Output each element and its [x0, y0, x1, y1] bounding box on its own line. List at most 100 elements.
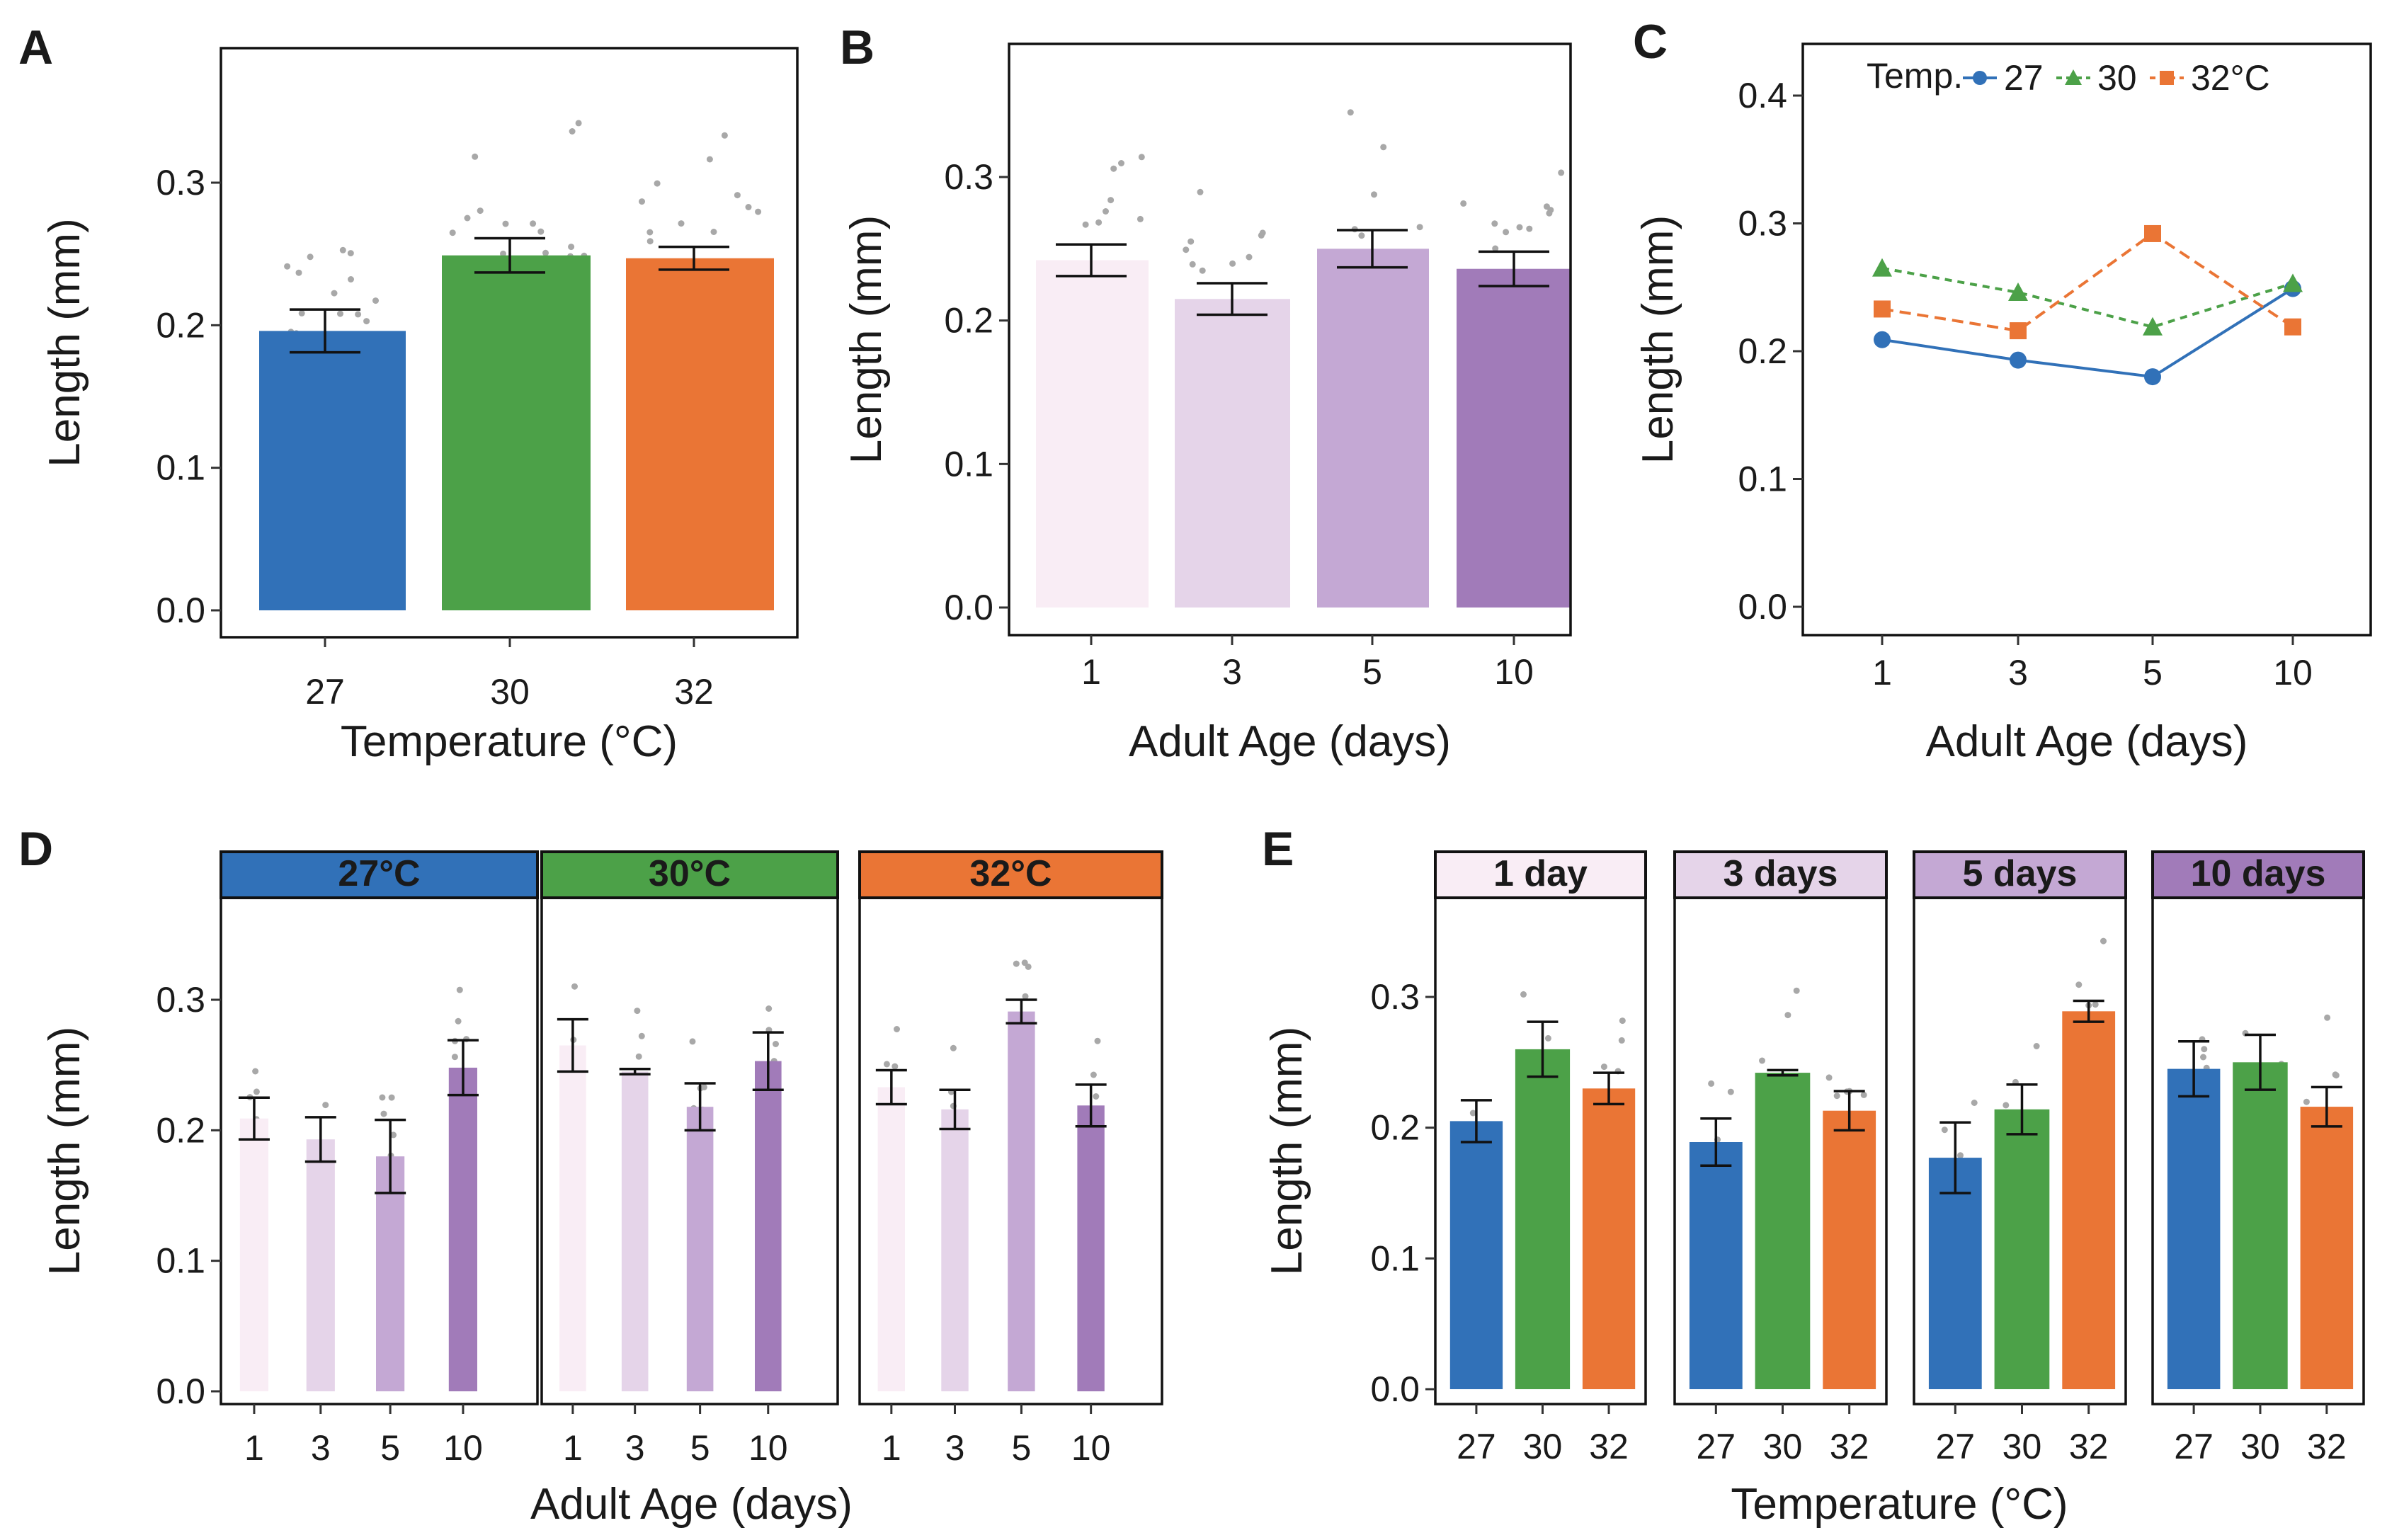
panel-a-errorbar-27	[290, 308, 360, 354]
panel-b-point	[1229, 260, 1236, 267]
panel-d-facet-1-bar-1	[559, 1045, 586, 1391]
panel-e-facet-2-point	[2100, 937, 2107, 945]
panel-b-point	[1492, 245, 1499, 252]
panel-c-point-27-1	[1874, 331, 1891, 348]
panel-a-point	[530, 220, 537, 227]
panel-e-facet-2-errorbar-27	[1939, 1121, 1971, 1194]
panel-e-facet-0-errorbar-27	[1460, 1099, 1492, 1143]
panel-b-point	[1558, 169, 1565, 176]
panel-a-y-tick-label: 0.0	[156, 591, 205, 630]
panel-e-facet-2-point	[2092, 1001, 2099, 1008]
panel-b-point	[1199, 267, 1206, 274]
panel-c-line-30	[1881, 266, 2294, 329]
panel-a-errorbar-32	[659, 245, 729, 271]
panel-e-facet-0-bar-32	[1582, 1088, 1636, 1389]
panel-e-facet-3-point	[2332, 1072, 2340, 1079]
panel-b-x-1-tick-label: 1	[1081, 652, 1101, 692]
panel-e-facet-0-strip-label: 1 day	[1493, 853, 1588, 894]
panel-a-point	[706, 156, 713, 163]
panel-c-point-32-5	[2144, 224, 2161, 242]
panel-e-facet-2-x-30-tick-label: 30	[2003, 1427, 2042, 1466]
panel-d-facet-1-errorbar-1	[557, 1017, 588, 1073]
panel-d-facet-1-point	[773, 1041, 779, 1047]
panel-a-y-title: Length (mm)	[40, 218, 89, 467]
panel-a-point	[348, 276, 354, 283]
panel-d-facet-2-point	[1013, 960, 1020, 967]
panel-a-point	[646, 229, 654, 236]
panel-d-facet-2-bar-10	[1077, 1105, 1105, 1391]
panel-b-point	[1082, 221, 1089, 228]
panel-c-legend-label-0: 27	[2004, 58, 2044, 98]
panel-e-facet-3-point	[2324, 1014, 2331, 1021]
panel-a-errorbar-30	[474, 236, 545, 274]
panel-label-b: B	[840, 21, 875, 74]
panel-d-facet-0-point	[455, 1017, 462, 1025]
panel-d-facet-0-bar-1	[239, 1118, 268, 1391]
panel-d-facet-1-bar-10	[755, 1061, 782, 1391]
panel-a-point	[745, 204, 752, 210]
panel-d-facet-2-x-5-tick-label: 5	[1012, 1428, 1032, 1468]
panel-e-facet-3-errorbar-30	[2244, 1033, 2276, 1091]
panel-e-facet-3-point	[2200, 1054, 2206, 1061]
panel-d-facet-0-x-10-tick-label: 10	[443, 1428, 483, 1468]
panel-e-facet-3-bar-32	[2300, 1107, 2354, 1389]
panel-d-facet-0-errorbar-1	[238, 1096, 270, 1141]
panel-e-facet-3-errorbar-32	[2311, 1085, 2342, 1128]
panel-d-facet-1-errorbar-10	[752, 1031, 784, 1091]
panel-b-errorbar-3	[1197, 282, 1267, 316]
panel-a-bar-30	[442, 255, 591, 610]
panel-e-facet-2-errorbar-30	[2006, 1083, 2038, 1136]
panel-d-facet-0-errorbar-5	[375, 1118, 406, 1194]
panel-d-facet-2-errorbar-1	[875, 1068, 907, 1106]
panel-e-facet-0-point	[1600, 1063, 1607, 1071]
panel-b-point	[1371, 191, 1377, 198]
panel-d-facet-1-errorbar-5	[684, 1082, 716, 1132]
panel-b-x-10-tick-label: 10	[1494, 652, 1534, 692]
panel-d-facet-0-point	[456, 986, 463, 993]
panel-b-errorbar-1	[1056, 243, 1127, 278]
panel-d-facet-0-x-5-tick-label: 5	[380, 1428, 400, 1468]
panel-c-x-10-tick-label: 10	[2273, 653, 2313, 692]
panel-c-point-30-3	[2008, 282, 2028, 301]
panel-e-facet-1-point	[1708, 1080, 1715, 1087]
panel-e-facet-1-strip-label: 3 days	[1724, 853, 1838, 894]
panel-b-frame	[1008, 42, 1572, 637]
panel-b-point	[1460, 200, 1467, 207]
panel-e-facet-2-errorbar-32	[2073, 999, 2104, 1023]
panel-c-x-3-tick-label: 3	[2008, 653, 2028, 692]
panel-b-x-3-tick-label: 3	[1222, 652, 1242, 692]
panel-e-facet-1-point	[1759, 1057, 1765, 1064]
panel-b-point	[1516, 224, 1523, 231]
panel-d-facet-2-errorbar-5	[1005, 998, 1037, 1025]
panel-d-facet-1-errorbar-3	[619, 1067, 651, 1076]
panel-a-point	[331, 290, 338, 297]
panel-e-facet-3-errorbar-27	[2178, 1040, 2210, 1098]
panel-e-facet-0-x-30-tick-label: 30	[1523, 1427, 1563, 1466]
panel-label-e: E	[1262, 822, 1294, 876]
panel-d-y-tick-label: 0.2	[156, 1110, 205, 1150]
panel-b-point	[1095, 219, 1103, 226]
panel-c-y-tick-label: 0.0	[1738, 587, 1787, 627]
panel-c-legend-title: Temp.	[1867, 56, 1963, 96]
panel-d-facet-2-point	[1022, 993, 1029, 1000]
panel-d-facet-1-point	[571, 983, 578, 990]
panel-e-facet-1-strip	[1673, 850, 1888, 899]
panel-e-facet-0-point	[1618, 1037, 1625, 1044]
panel-d-facet-2-bar-5	[1008, 1011, 1035, 1391]
panel-a-point	[284, 263, 291, 270]
panel-c-legend-marker-2	[2160, 71, 2174, 85]
panel-c-legend-label-2: 32°C	[2191, 58, 2270, 98]
panel-b-point	[1103, 208, 1109, 215]
panel-d-facet-0-point	[322, 1102, 329, 1109]
panel-d-facet-0-bar-3	[306, 1139, 335, 1391]
panel-d-facet-1-bar-5	[686, 1107, 714, 1391]
panel-a-x-30-tick-label: 30	[490, 672, 530, 712]
panel-a-x-title: Temperature (°C)	[341, 717, 678, 766]
panel-a-point	[363, 318, 370, 325]
panel-d-facet-0-errorbar-10	[447, 1039, 479, 1097]
panel-d-facet-0-errorbar-3	[304, 1116, 336, 1163]
panel-e-facet-0-x-32-tick-label: 32	[1589, 1427, 1629, 1466]
panel-d-facet-2-point	[894, 1026, 900, 1032]
panel-b-bar-3	[1175, 299, 1290, 608]
panel-e-y-tick-label: 0.3	[1370, 977, 1420, 1017]
